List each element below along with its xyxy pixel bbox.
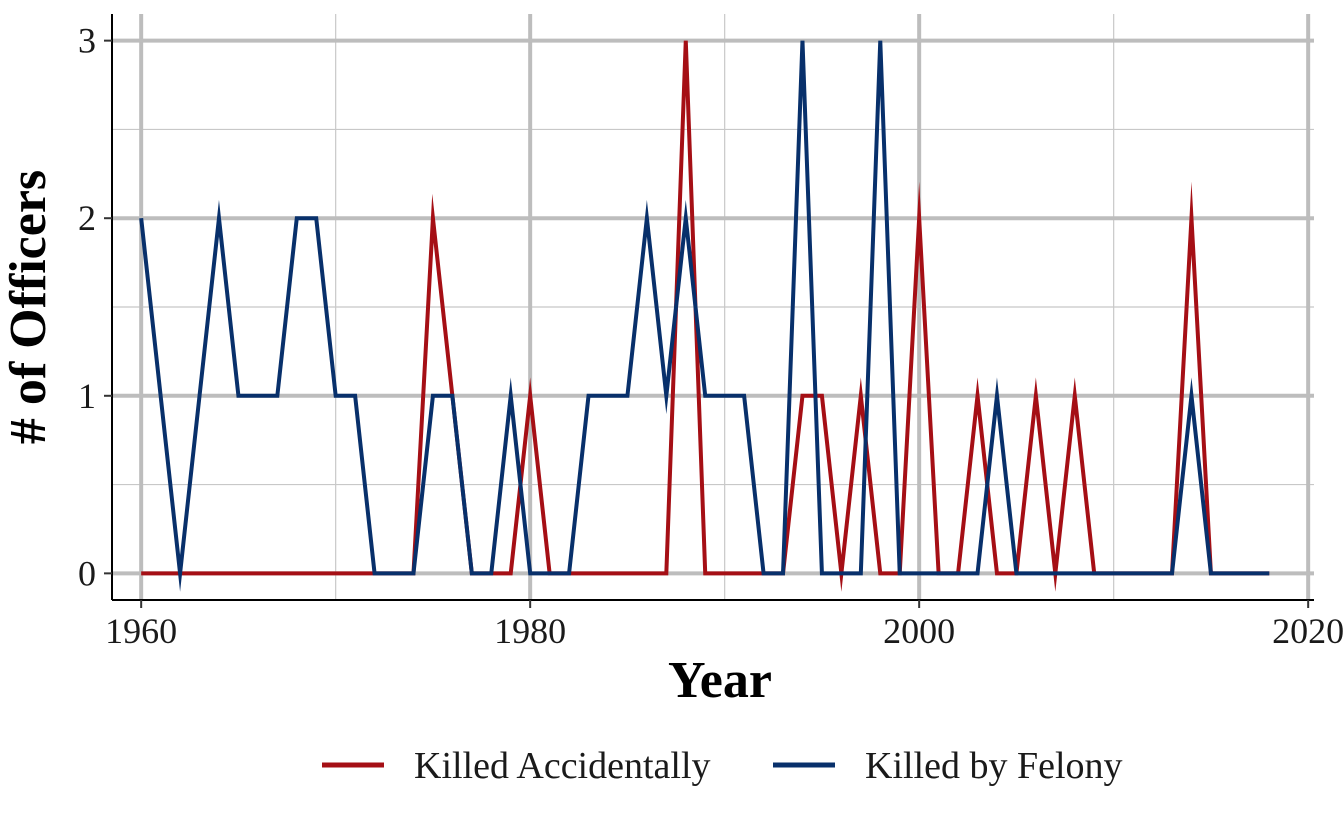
legend: Killed Accidentally Killed by Felony [322, 745, 1123, 787]
y-tick-label: 1 [78, 376, 96, 416]
ticks [104, 39, 1310, 608]
y-axis-title: # of Officers [0, 170, 57, 444]
x-tick-label: 1980 [494, 611, 566, 651]
axes [111, 14, 1314, 601]
x-axis-title: Year [668, 652, 772, 709]
y-tick-label: 3 [78, 21, 96, 61]
y-tick-label: 2 [78, 198, 96, 238]
legend-label-0: Killed Accidentally [414, 745, 711, 787]
series-line-1 [139, 40, 1270, 592]
x-tick-label: 2020 [1272, 611, 1344, 651]
series-line-0 [141, 40, 1270, 592]
x-tick-label: 1960 [105, 611, 177, 651]
minor-gridlines [112, 14, 1314, 600]
y-tick-label: 0 [78, 553, 96, 593]
x-tick-label: 2000 [883, 611, 955, 651]
tick-labels: 1960 1980 2000 2020 0 1 2 3 [78, 21, 1344, 651]
legend-label-1: Killed by Felony [865, 745, 1123, 787]
series-lines [139, 40, 1270, 592]
